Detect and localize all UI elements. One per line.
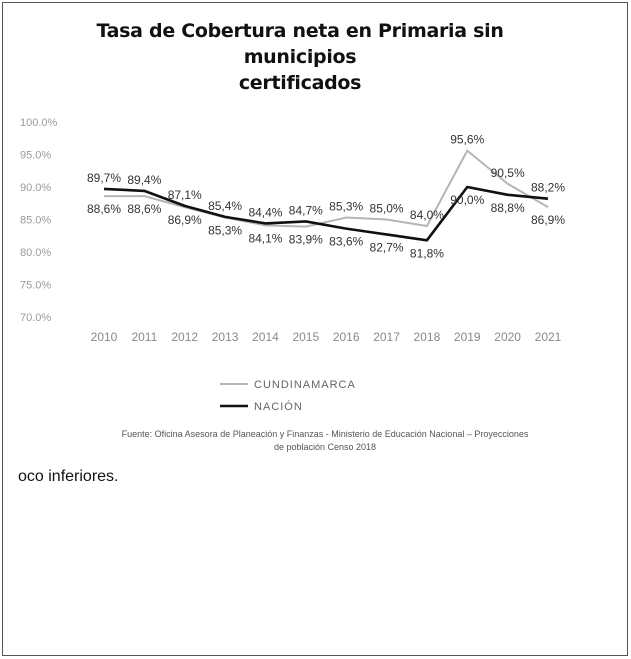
x-tick-label: 2012 <box>171 330 198 344</box>
x-tick-label: 2016 <box>333 330 360 344</box>
data-label: 90,5% <box>491 166 525 180</box>
line-chart: 70.0% 75.0% 80.0% 85.0% 90.0% 95.0% 100.0% 201… <box>20 117 565 413</box>
body-text-fragment: oco inferiores. <box>18 468 119 485</box>
y-axis-ticks: 70.0% 75.0% 80.0% 85.0% 90.0% 95.0% 100.0% <box>20 117 58 324</box>
x-tick-label: 2018 <box>414 330 441 344</box>
y-tick-label: 100.0% <box>20 117 58 129</box>
x-tick-label: 2019 <box>454 330 481 344</box>
data-label: 83,9% <box>289 233 323 247</box>
x-tick-label: 2013 <box>212 330 239 344</box>
data-label: 85,3% <box>329 200 363 214</box>
data-label: 88,8% <box>491 201 525 215</box>
data-label: 85,3% <box>208 224 242 238</box>
y-tick-label: 85.0% <box>20 215 51 227</box>
y-tick-label: 75.0% <box>20 280 51 292</box>
data-label: 81,8% <box>410 246 444 260</box>
data-label: 85,0% <box>370 202 404 216</box>
x-tick-label: 2015 <box>292 330 319 344</box>
source-line-2: de población Censo 2018 <box>273 442 377 452</box>
data-labels: 88,6% 89,7% 88,6% 89,4% 86,9% 87,1% 85,3% 85,4%… <box>87 133 565 261</box>
legend: CUNDINAMARCA NACIÓN <box>220 379 356 413</box>
chart-title-line-2: certificados <box>238 72 362 94</box>
data-label: 85,4% <box>208 199 242 213</box>
series-lines <box>103 149 549 242</box>
source-note: Fuente: Oficina Asesora de Planeación y … <box>60 428 590 454</box>
data-label: 88,6% <box>127 202 161 216</box>
x-tick-label: 2014 <box>252 330 279 344</box>
legend-label: NACIÓN <box>254 400 303 413</box>
x-tick-label: 2010 <box>91 330 118 344</box>
data-label: 89,4% <box>127 173 161 187</box>
data-label: 87,1% <box>168 188 202 202</box>
data-label: 95,6% <box>450 133 484 147</box>
data-label: 88,2% <box>531 181 565 195</box>
data-label: 83,6% <box>329 235 363 249</box>
y-tick-label: 95.0% <box>20 150 51 162</box>
data-label: 84,1% <box>248 231 282 245</box>
chart-title-line-1: Tasa de Cobertura neta en Primaria sin m… <box>96 20 504 68</box>
data-label: 82,7% <box>370 240 404 254</box>
x-tick-label: 2021 <box>535 330 562 344</box>
data-label: 84,4% <box>248 205 282 219</box>
x-tick-label: 2017 <box>373 330 400 344</box>
chart-title: Tasa de Cobertura neta en Primaria sin m… <box>40 18 560 96</box>
series-line-cundinamarca <box>104 149 549 228</box>
data-label: 86,9% <box>531 213 565 227</box>
y-tick-label: 90.0% <box>20 182 51 194</box>
data-label: 84,0% <box>410 208 444 222</box>
data-label: 86,9% <box>168 213 202 227</box>
data-label: 84,7% <box>289 203 323 217</box>
y-tick-label: 70.0% <box>20 312 51 324</box>
legend-label: CUNDINAMARCA <box>254 379 356 391</box>
x-tick-label: 2020 <box>494 330 521 344</box>
x-axis-ticks: 2010 2011 2012 2013 2014 2015 2016 2017 2018 2019… <box>91 330 562 344</box>
x-tick-label: 2011 <box>131 330 157 344</box>
data-label: 90,0% <box>450 193 484 207</box>
data-label: 88,6% <box>87 202 121 216</box>
series-line-naci-n <box>103 185 549 242</box>
data-label: 89,7% <box>87 171 121 185</box>
source-line-1: Fuente: Oficina Asesora de Planeación y … <box>121 429 529 439</box>
y-tick-label: 80.0% <box>20 247 51 259</box>
